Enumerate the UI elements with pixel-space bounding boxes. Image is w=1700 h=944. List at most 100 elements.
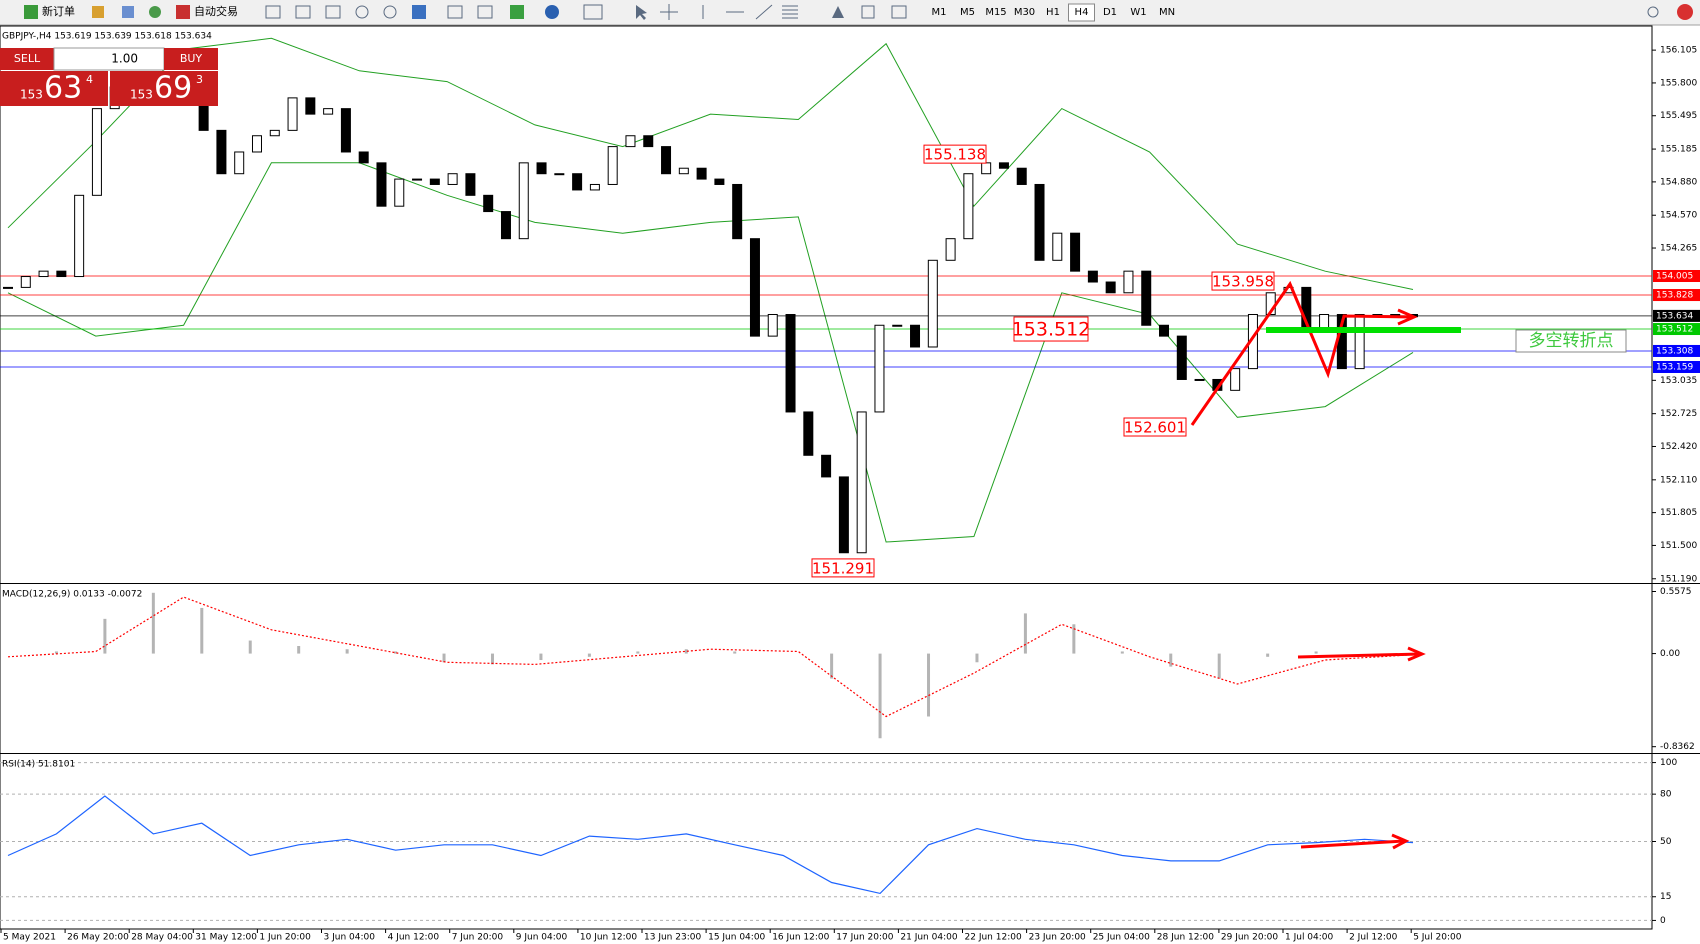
candle — [429, 178, 440, 185]
buy-label[interactable]: BUY — [180, 52, 203, 65]
toolbar-icon[interactable] — [92, 6, 104, 18]
price-label: 153.512 — [1012, 319, 1091, 341]
arrow-head — [1397, 308, 1418, 326]
candle — [1052, 232, 1063, 261]
y-tick-label: 50 — [1660, 837, 1672, 847]
lot-value[interactable]: 1.00 — [111, 52, 138, 66]
trend-drawings — [1190, 280, 1426, 850]
toolbar-icon[interactable] — [149, 6, 161, 18]
y-tick-label: -0.8362 — [1660, 742, 1695, 752]
note-box — [1515, 329, 1627, 353]
candle — [234, 151, 245, 175]
y-tick-label: 80 — [1660, 790, 1672, 800]
y-tick-label: 154.880 — [1660, 177, 1697, 187]
price-label-box — [1211, 271, 1275, 291]
toolbar-tools[interactable] — [265, 4, 1659, 20]
auto-trading-icon[interactable] — [176, 5, 190, 19]
panel-title: GBPJPY-,H4 153.619 153.639 153.618 153.6… — [2, 32, 212, 42]
candle — [56, 270, 67, 278]
buy-figure[interactable]: 69 — [154, 71, 192, 106]
candle — [892, 324, 903, 327]
new-order-icon[interactable] — [24, 5, 38, 19]
sell-figure[interactable]: 63 — [44, 71, 82, 106]
y-tick-label: 151.190 — [1660, 574, 1697, 584]
level-label: 153.159 — [1656, 362, 1693, 372]
price-label: 151.291 — [812, 559, 874, 577]
timeframe-button[interactable]: M30 — [1014, 7, 1035, 18]
level-label: 153.512 — [1656, 325, 1693, 335]
x-tick-label: 5 Jul 20:00 — [1413, 933, 1462, 943]
sell-label[interactable]: SELL — [14, 52, 41, 65]
macd-arrow — [1297, 652, 1421, 659]
level-tag — [1653, 289, 1700, 302]
level-label: 153.634 — [1656, 311, 1693, 321]
buy-price-box[interactable] — [110, 71, 218, 106]
candle — [323, 108, 334, 115]
notification-badge[interactable] — [1677, 4, 1693, 20]
y-tick-label: 152.725 — [1660, 409, 1697, 419]
sell-big[interactable]: 153 — [20, 88, 43, 102]
candle — [803, 411, 814, 456]
toolbar-icon[interactable] — [122, 6, 134, 18]
y-tick-label: 156.105 — [1660, 46, 1697, 56]
price-label: 153.958 — [1212, 273, 1274, 291]
panel-title: RSI(14) 51.8101 — [2, 760, 75, 770]
auto-trading-button[interactable]: 自动交易 — [194, 4, 238, 18]
level-label: 153.828 — [1656, 291, 1693, 301]
timeframe-button[interactable]: D1 — [1103, 7, 1117, 18]
candle — [465, 173, 476, 196]
candle — [536, 162, 547, 175]
y-tick-label: 153.035 — [1660, 376, 1697, 386]
candle — [821, 454, 832, 478]
y-tick-label: 0.00 — [1660, 649, 1680, 659]
price-label-box — [811, 558, 875, 578]
candle — [927, 259, 938, 348]
candle — [732, 183, 743, 240]
candle — [412, 178, 423, 181]
candle — [20, 276, 31, 288]
candle — [856, 411, 867, 554]
timeframe-button[interactable]: M15 — [985, 7, 1006, 18]
candle — [625, 135, 636, 148]
candle — [269, 129, 280, 137]
candle — [287, 97, 298, 131]
timeframe-button[interactable]: M1 — [932, 7, 947, 18]
new-order-button[interactable]: 新订单 — [42, 4, 75, 18]
pivot-note: 多空转折点 — [1529, 331, 1614, 351]
timeframe-button[interactable]: MN — [1159, 7, 1175, 18]
candle — [38, 270, 49, 278]
timeframe-button[interactable]: H1 — [1046, 7, 1060, 18]
candle — [358, 151, 369, 164]
buy-big[interactable]: 153 — [130, 88, 153, 102]
level-label: 153.308 — [1656, 346, 1693, 356]
x-tick-label: 15 Jun 04:00 — [708, 933, 765, 943]
x-tick-label: 29 Jun 20:00 — [1221, 933, 1278, 943]
candle — [305, 97, 316, 115]
candle — [91, 108, 102, 196]
candle — [1141, 270, 1152, 326]
timeframe-bar: M1 M5 M15 M30 H1 H4 D1 W1 MN — [932, 3, 1175, 22]
candle — [643, 135, 654, 148]
timeframe-button[interactable]: W1 — [1130, 7, 1146, 18]
candle — [1176, 335, 1187, 380]
candle — [589, 183, 600, 191]
sell-button[interactable] — [0, 48, 54, 70]
x-tick-label: 16 Jun 12:00 — [772, 933, 829, 943]
level-label: 154.005 — [1656, 271, 1693, 281]
sell-pip[interactable]: 4 — [86, 73, 93, 86]
y-tick-label: 154.265 — [1660, 244, 1697, 254]
rsi-line — [7, 795, 1414, 895]
timeframe-button[interactable]: M5 — [960, 7, 975, 18]
x-tick-label: 10 Jun 12:00 — [580, 933, 637, 943]
sell-price-box[interactable] — [0, 71, 108, 106]
buy-pip[interactable]: 3 — [196, 73, 203, 86]
arrow-head — [1391, 833, 1410, 850]
buy-button[interactable] — [164, 48, 218, 70]
candle — [1230, 368, 1241, 391]
lot-input[interactable] — [53, 47, 165, 71]
x-tick-label: 2 Jul 12:00 — [1349, 933, 1398, 943]
timeframe-button[interactable]: H4 — [1075, 7, 1089, 18]
candle — [394, 178, 405, 207]
candle — [340, 108, 351, 153]
